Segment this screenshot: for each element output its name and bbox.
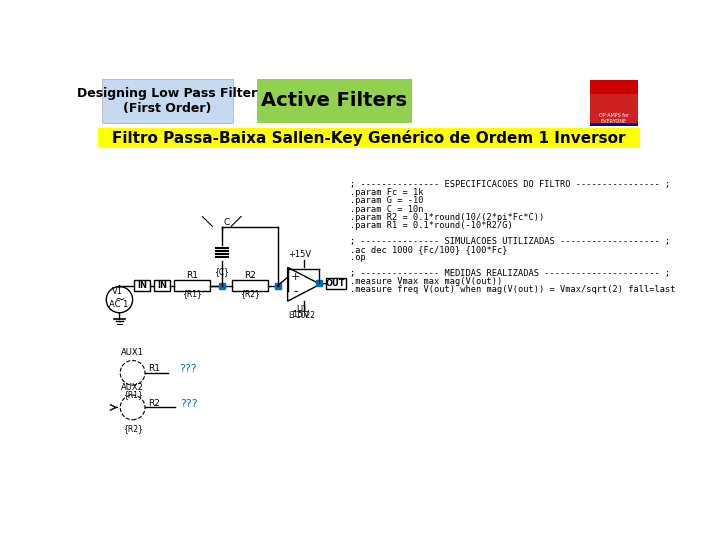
Bar bbox=[102, 79, 233, 123]
Text: C: C bbox=[223, 218, 230, 227]
Bar bbox=[232, 280, 269, 291]
Text: ~: ~ bbox=[114, 293, 125, 306]
Text: ; --------------- SIMULACOES UTILIZADAS ------------------- ;: ; --------------- SIMULACOES UTILIZADAS … bbox=[350, 237, 670, 246]
Text: AUX2: AUX2 bbox=[121, 383, 144, 392]
Text: V1: V1 bbox=[112, 287, 122, 296]
Bar bbox=[325, 278, 346, 289]
Text: Designing Low Pass Filter
(First Order): Designing Low Pass Filter (First Order) bbox=[77, 86, 258, 114]
Text: R2: R2 bbox=[148, 399, 160, 408]
Text: U1: U1 bbox=[296, 305, 307, 314]
Bar bbox=[590, 94, 638, 125]
Text: .param R2 = 0.1*round(10/(2*pi*Fc*C)): .param R2 = 0.1*round(10/(2*pi*Fc*C)) bbox=[350, 213, 544, 221]
Text: ; --------------- ESPECIFICACOES DO FILTRO ---------------- ;: ; --------------- ESPECIFICACOES DO FILT… bbox=[350, 180, 670, 190]
Text: ???: ??? bbox=[179, 364, 197, 374]
Bar bbox=[590, 80, 638, 94]
Text: .param C = 10n: .param C = 10n bbox=[350, 205, 423, 213]
Text: {R1}: {R1} bbox=[182, 289, 202, 298]
Text: .op: .op bbox=[350, 253, 365, 262]
Text: .param R1 = 0.1*round(-10*R2/G): .param R1 = 0.1*round(-10*R2/G) bbox=[350, 221, 513, 230]
Text: R1: R1 bbox=[186, 271, 198, 280]
Bar bbox=[98, 128, 640, 148]
Text: ; --------------- MEDIDAS REALIZADAS ---------------------- ;: ; --------------- MEDIDAS REALIZADAS ---… bbox=[350, 269, 670, 278]
Text: .measure Vmax max mag(V(out)): .measure Vmax max mag(V(out)) bbox=[350, 278, 502, 286]
Bar bbox=[174, 280, 210, 291]
Text: Filtro Passa-Baixa Sallen-Key Genérico de Ordem 1 Inversor: Filtro Passa-Baixa Sallen-Key Genérico d… bbox=[112, 130, 626, 146]
Text: {R2}: {R2} bbox=[122, 424, 143, 434]
Bar bbox=[590, 123, 638, 126]
Text: R2: R2 bbox=[244, 271, 256, 280]
Text: ???: ??? bbox=[181, 399, 198, 409]
Bar bbox=[134, 280, 150, 291]
Text: .measure freq V(out) when mag(V(out)) = Vmax/sqrt(2) fall=last: .measure freq V(out) when mag(V(out)) = … bbox=[350, 286, 675, 294]
Text: -15V: -15V bbox=[290, 310, 310, 319]
Text: IN: IN bbox=[137, 281, 147, 291]
Text: AC 1: AC 1 bbox=[109, 300, 128, 309]
Bar bbox=[256, 79, 412, 123]
Text: .param Fc = 1k: .param Fc = 1k bbox=[350, 188, 423, 198]
Text: OUT: OUT bbox=[326, 279, 346, 288]
Text: +15V: +15V bbox=[289, 249, 312, 259]
Text: LT1022: LT1022 bbox=[288, 311, 315, 320]
Text: Active Filters: Active Filters bbox=[261, 91, 407, 110]
Text: R1: R1 bbox=[148, 364, 160, 374]
Text: {C}: {C} bbox=[215, 267, 229, 275]
Text: IN: IN bbox=[157, 281, 167, 291]
Text: {R2}: {R2} bbox=[240, 289, 260, 298]
Text: AUX1: AUX1 bbox=[121, 348, 144, 357]
Bar bbox=[154, 280, 170, 291]
Text: OP AMPS for
EVERYONE: OP AMPS for EVERYONE bbox=[599, 113, 629, 124]
Text: .param G = -10: .param G = -10 bbox=[350, 197, 423, 206]
Text: -: - bbox=[293, 285, 297, 298]
Text: {R1}: {R1} bbox=[122, 390, 143, 399]
Text: +: + bbox=[291, 272, 300, 282]
Text: .ac dec 1000 {Fc/100} {100*Fc}: .ac dec 1000 {Fc/100} {100*Fc} bbox=[350, 245, 507, 254]
